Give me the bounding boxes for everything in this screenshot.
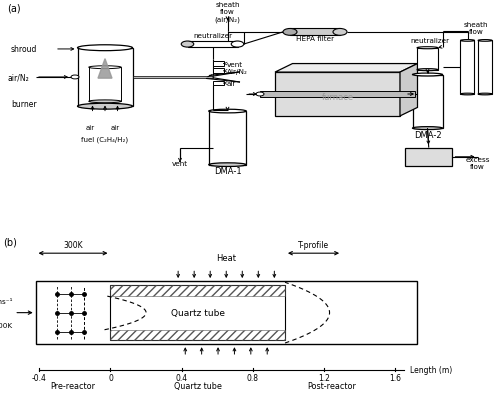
Text: (b): (b) xyxy=(4,237,18,247)
Ellipse shape xyxy=(89,100,121,104)
Ellipse shape xyxy=(231,42,244,48)
Ellipse shape xyxy=(460,94,474,96)
Text: Post-reactor: Post-reactor xyxy=(307,381,356,390)
Bar xyxy=(478,41,492,95)
Text: vent: vent xyxy=(226,62,242,67)
Ellipse shape xyxy=(209,110,246,113)
Polygon shape xyxy=(275,64,418,73)
Circle shape xyxy=(71,76,79,80)
Text: 0.4: 0.4 xyxy=(176,373,188,382)
Text: Flow 0.22 ms⁻¹: Flow 0.22 ms⁻¹ xyxy=(0,298,12,304)
Bar xyxy=(188,42,238,48)
Text: air/N₂: air/N₂ xyxy=(8,73,29,82)
Text: (a): (a) xyxy=(8,4,21,14)
Text: DMA-1: DMA-1 xyxy=(214,167,242,176)
Bar xyxy=(405,148,452,166)
Bar xyxy=(212,62,224,67)
Ellipse shape xyxy=(209,163,246,167)
Ellipse shape xyxy=(89,66,121,70)
Bar xyxy=(209,112,246,165)
Bar xyxy=(132,77,212,79)
Text: neutralizer: neutralizer xyxy=(410,38,450,43)
Bar xyxy=(110,330,285,341)
Bar xyxy=(260,92,415,98)
Ellipse shape xyxy=(412,74,442,77)
Text: air: air xyxy=(110,125,120,131)
Text: burner: burner xyxy=(11,100,36,109)
Ellipse shape xyxy=(412,127,442,130)
Text: fuel (C₂H₄/H₂): fuel (C₂H₄/H₂) xyxy=(82,136,128,143)
Bar xyxy=(275,73,400,117)
Text: Quartz tube: Quartz tube xyxy=(174,381,222,390)
Text: 0: 0 xyxy=(108,373,113,382)
Ellipse shape xyxy=(478,40,492,42)
Ellipse shape xyxy=(460,40,474,42)
Bar xyxy=(412,75,442,129)
Text: Quartz tube: Quartz tube xyxy=(170,308,224,318)
Text: 1.6: 1.6 xyxy=(390,373,402,382)
Ellipse shape xyxy=(78,104,132,110)
Bar xyxy=(212,69,224,74)
Text: shroud: shroud xyxy=(11,45,38,54)
Text: 0.8: 0.8 xyxy=(247,373,259,382)
Bar xyxy=(212,81,224,86)
Text: air: air xyxy=(86,125,94,131)
Ellipse shape xyxy=(478,94,492,96)
Bar xyxy=(460,41,474,95)
Text: sheath
flow: sheath flow xyxy=(464,22,488,35)
Text: -0.4: -0.4 xyxy=(32,373,46,382)
Ellipse shape xyxy=(417,47,438,50)
Text: 300K: 300K xyxy=(63,241,83,250)
Ellipse shape xyxy=(333,30,347,36)
Bar xyxy=(290,30,340,36)
Circle shape xyxy=(256,93,264,97)
Text: excess
flow: excess flow xyxy=(466,157,490,170)
Bar xyxy=(417,49,438,70)
Text: neutralizer: neutralizer xyxy=(193,33,232,38)
Bar xyxy=(110,285,285,341)
Text: DMA-2: DMA-2 xyxy=(414,130,442,139)
Polygon shape xyxy=(400,64,417,117)
Text: T-profile: T-profile xyxy=(298,241,329,250)
Bar xyxy=(89,68,121,102)
Text: Air/N₂: Air/N₂ xyxy=(226,69,248,75)
Text: Pre-reactor: Pre-reactor xyxy=(50,381,96,390)
Text: HEPA filter: HEPA filter xyxy=(296,36,334,42)
Bar xyxy=(36,281,417,344)
Text: Length (m): Length (m) xyxy=(410,365,452,374)
Text: Heat: Heat xyxy=(216,254,236,262)
Text: furnace: furnace xyxy=(322,93,354,102)
Polygon shape xyxy=(98,60,112,79)
Text: T=300K: T=300K xyxy=(0,322,12,328)
Text: vent: vent xyxy=(172,160,188,166)
Text: CPC: CPC xyxy=(419,153,438,162)
Bar xyxy=(110,285,285,296)
Ellipse shape xyxy=(78,46,132,51)
Ellipse shape xyxy=(417,69,438,72)
Ellipse shape xyxy=(181,42,194,48)
Bar xyxy=(78,49,132,107)
Text: sheath
flow
(air/N₂): sheath flow (air/N₂) xyxy=(214,2,240,23)
Text: 1.2: 1.2 xyxy=(318,373,330,382)
Ellipse shape xyxy=(283,30,297,36)
Text: air: air xyxy=(226,81,236,87)
